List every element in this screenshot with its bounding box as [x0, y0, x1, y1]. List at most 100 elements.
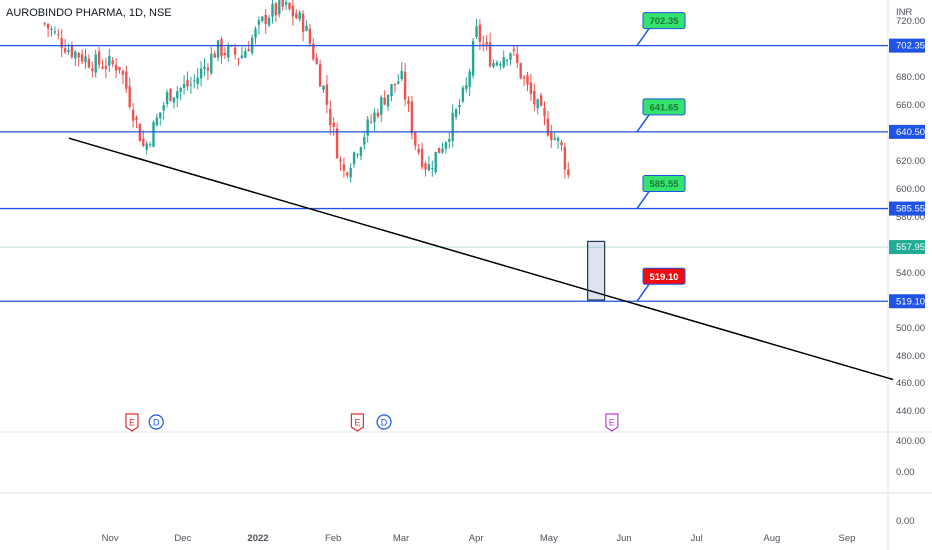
candle-body: [533, 90, 536, 105]
callout-pointer: [636, 191, 650, 209]
dividend-marker[interactable]: [376, 414, 392, 430]
time-axis[interactable]: Nov Dec 2022 Feb Mar Apr May Jun Jul Aug Sep: [102, 533, 856, 544]
candle-body: [427, 164, 431, 171]
price-tick-label: 400.00: [896, 436, 925, 447]
candle-body: [322, 85, 325, 91]
price-axis[interactable]: 720.00700.00680.00660.00640.00620.00600.…: [889, 16, 925, 527]
candle-body: [298, 12, 301, 20]
candle-body: [417, 149, 420, 153]
price-callout-label: 641.65: [649, 102, 679, 113]
candle-body: [196, 77, 199, 84]
candle-body: [138, 123, 142, 142]
candle-body: [223, 53, 227, 56]
candle-body: [87, 58, 91, 68]
candle-body: [420, 148, 424, 168]
candle-body: [539, 95, 543, 106]
candle-body: [237, 58, 240, 60]
price-tick-label: 720.00: [896, 16, 925, 27]
candle-body: [567, 169, 570, 175]
candle-body: [393, 83, 397, 86]
candle-body: [186, 80, 189, 87]
dividend-marker[interactable]: [148, 414, 164, 430]
time-tick-label: Jul: [691, 533, 703, 544]
level-axis-tag[interactable]: [889, 38, 925, 53]
candle-body: [390, 84, 393, 97]
candle-body: [227, 45, 230, 58]
candle-body: [468, 71, 471, 88]
candle-body: [101, 66, 104, 69]
callout-pointer: [636, 114, 650, 133]
candle-body: [57, 34, 60, 36]
candle-body: [560, 142, 563, 146]
candle-body: [359, 147, 363, 156]
level-axis-tag[interactable]: [889, 294, 925, 309]
price-callout-label: 585.55: [649, 179, 679, 190]
candle-body: [131, 109, 135, 121]
candle-body: [118, 66, 121, 71]
candle-body: [352, 152, 356, 165]
candles: [0, 0, 888, 248]
candle-body: [363, 136, 366, 145]
price-tick-label: 620.00: [896, 156, 925, 167]
time-tick-label: Feb: [325, 533, 341, 544]
level-axis-tag-label: 585.55: [896, 204, 925, 215]
horizontal-levels[interactable]: [0, 44, 888, 302]
candle-body: [176, 91, 179, 99]
candle-body: [152, 121, 155, 148]
candle-body: [142, 138, 145, 146]
candle-body: [261, 16, 264, 22]
candle-body: [546, 118, 550, 136]
candle-body: [121, 70, 125, 75]
candle-body: [349, 168, 352, 178]
candle-body: [414, 132, 417, 146]
level-axis-tag-label: 640.50: [896, 127, 925, 138]
time-tick-label: Aug: [763, 533, 780, 544]
level-axis-tag[interactable]: [889, 201, 925, 216]
candle-body: [111, 60, 114, 64]
price-callouts[interactable]: 702.35 641.65 585.55 519.10: [636, 12, 686, 302]
candle-body: [315, 58, 318, 64]
candle-body: [206, 67, 210, 71]
candle-body: [278, 0, 281, 15]
level-axis-tag[interactable]: [889, 124, 925, 139]
candle-body: [312, 43, 315, 60]
candle-body: [244, 51, 247, 58]
candle-body: [267, 17, 271, 26]
candle-body: [478, 24, 482, 42]
candle-body: [529, 82, 533, 94]
time-tick-label: May: [540, 533, 558, 544]
candle-body: [70, 45, 74, 58]
candle-body: [400, 70, 403, 80]
price-callout[interactable]: [642, 12, 686, 30]
event-marker-letter: E: [609, 418, 615, 428]
candle-body: [60, 38, 63, 48]
candle-body: [335, 128, 339, 159]
candle-body: [135, 117, 138, 121]
price-callout[interactable]: [642, 267, 686, 285]
highlight-rectangle[interactable]: [587, 240, 606, 301]
trendline[interactable]: [68, 137, 894, 381]
candle-body: [172, 97, 176, 103]
candle-body: [46, 23, 50, 29]
price-callout[interactable]: [642, 98, 686, 116]
time-tick-label: Sep: [839, 533, 856, 544]
highlight-box[interactable]: [587, 240, 606, 301]
price-tick-label: 460.00: [896, 378, 925, 389]
earnings-marker[interactable]: [125, 413, 139, 432]
earnings-marker[interactable]: [605, 413, 619, 432]
earnings-marker[interactable]: [350, 413, 364, 432]
candle-body: [448, 139, 451, 142]
callout-pointer: [636, 283, 650, 302]
candle-body: [522, 76, 526, 79]
candle-body: [502, 57, 505, 68]
trend-line[interactable]: [68, 137, 894, 381]
candle-body: [271, 3, 274, 17]
last-price-tag[interactable]: [889, 240, 925, 255]
time-tick-label: Dec: [174, 533, 191, 544]
candle-body: [499, 63, 502, 66]
price-callout[interactable]: [642, 175, 686, 193]
candle-body: [318, 64, 322, 87]
